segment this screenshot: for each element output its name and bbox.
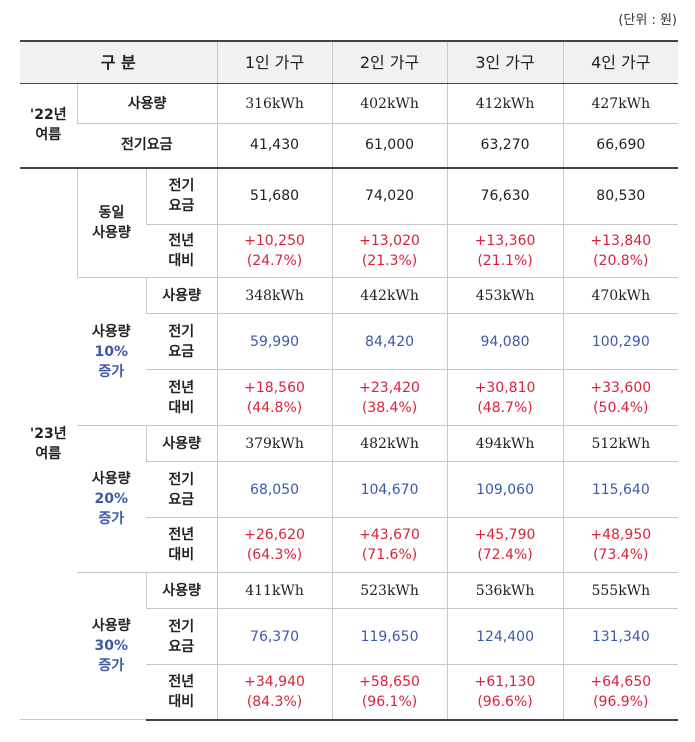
diff-cell: +43,670 (71.6%) [331, 517, 448, 573]
diff-cell: +13,840 (20.8%) [562, 224, 679, 278]
table-cell: 100,290 [562, 313, 679, 370]
table-row: '22년 여름 사용량 316kWh 402kWh 412kWh 427kWh [20, 83, 679, 168]
inc20-label: 사용량 20% 증가 [77, 425, 146, 573]
table-row: 전년 대비 +10,250 (24.7%) +13,020 (21.3%) +13,3… [20, 224, 679, 278]
diff-cell: +58,650 (96.1%) [331, 664, 448, 721]
usage-label: 사용량 [145, 572, 218, 609]
table-row: 사용량 30% 증가 사용량 411kWh 523kWh 536kWh 555k… [20, 572, 679, 720]
table-row: 전년 대비 +34,940 (84.3%) +58,650 (96.1%) +61,1… [20, 664, 679, 721]
diff-cell: +13,020 (21.3%) [331, 224, 448, 278]
unit-note: (단위 : 원) [618, 13, 677, 28]
category-header: 구 분 [20, 40, 218, 84]
table-cell: 68,050 [216, 461, 333, 518]
diff-cell: +33,600 (50.4%) [562, 369, 679, 426]
table-cell: 131,340 [562, 608, 679, 665]
col-header-1: 1인 가구 [216, 40, 333, 84]
table-cell: 104,670 [331, 461, 448, 518]
col-header-2: 2인 가구 [331, 40, 448, 84]
table-cell: 523kWh [331, 572, 448, 609]
table-cell: 109,060 [446, 461, 564, 518]
table-cell: 482kWh [331, 425, 448, 462]
diff-label: 전년 대비 [146, 369, 218, 426]
diff-cell: +23,420 (38.4%) [331, 369, 448, 426]
diff-cell: +61,130 (96.6%) [446, 664, 564, 721]
table-cell: 402kWh [331, 83, 448, 124]
table-cell: 66,690 [562, 123, 679, 168]
table-cell: 115,640 [562, 461, 679, 518]
table-row: 사용량 20% 증가 사용량 379kWh 482kWh 494kWh 512k… [20, 425, 679, 573]
diff-cell: +64,650 (96.9%) [562, 664, 679, 721]
table-cell: 348kWh [216, 277, 333, 314]
table-cell: 63,270 [446, 123, 564, 168]
header-row: 구 분 1인 가구 2인 가구 3인 가구 4인 가구 [20, 40, 679, 84]
table-cell: 76,630 [446, 166, 564, 225]
table-cell: 411kWh [216, 572, 333, 609]
table-cell: 555kWh [562, 572, 679, 609]
col-header-3: 3인 가구 [446, 40, 564, 84]
table-cell: 59,990 [216, 313, 333, 370]
table-cell: 76,370 [216, 608, 333, 665]
bill-label: 전기요금 [77, 123, 218, 168]
diff-cell: +26,620 (64.3%) [216, 517, 333, 573]
table-cell: 512kWh [562, 425, 679, 462]
table-row: 전기 요금 59,990 84,420 94,080 100,290 [20, 313, 679, 370]
diff-cell: +13,360 (21.1%) [446, 224, 564, 278]
summer23-label: '23년 여름 [20, 166, 77, 720]
diff-cell: +10,250 (24.7%) [216, 224, 333, 278]
diff-cell: +48,950 (73.4%) [562, 517, 679, 573]
table-row: '23년 여름 동일 사용량 전기 요금 51,680 74,020 76,630 8… [20, 166, 679, 720]
diff-label: 전년 대비 [146, 517, 218, 573]
table-cell: 412kWh [446, 83, 564, 124]
usage-label: 사용량 [145, 425, 218, 462]
table-cell: 442kWh [331, 277, 448, 314]
table-cell: 94,080 [446, 313, 564, 370]
table-row: 전년 대비 +18,560 (44.8%) +23,420 (38.4%) +30,8… [20, 369, 679, 426]
col-header-4: 4인 가구 [562, 40, 679, 84]
table-row: 전기 요금 76,370 119,650 124,400 131,340 [20, 608, 679, 665]
diff-label: 전년 대비 [146, 664, 218, 721]
table-cell: 74,020 [331, 166, 448, 225]
diff-cell: +30,810 (48.7%) [446, 369, 564, 426]
table-cell: 536kWh [446, 572, 564, 609]
table-cell: 84,420 [331, 313, 448, 370]
table-row: 전기요금 41,430 61,000 63,270 66,690 [20, 123, 679, 168]
table-cell: 470kWh [562, 277, 679, 314]
diff-cell: +18,560 (44.8%) [216, 369, 333, 426]
table-cell: 61,000 [331, 123, 448, 168]
diff-cell: +34,940 (84.3%) [216, 664, 333, 721]
table-row: 전기 요금 68,050 104,670 109,060 115,640 [20, 461, 679, 518]
table-row: 전년 대비 +26,620 (64.3%) +43,670 (71.6%) +45,7… [20, 517, 679, 573]
summer22-label: '22년 여름 [20, 83, 77, 168]
table-cell: 494kWh [446, 425, 564, 462]
usage-label: 사용량 [145, 277, 218, 314]
inc30-label: 사용량 30% 증가 [77, 572, 146, 720]
table-cell: 124,400 [446, 608, 564, 665]
electricity-bill-table: 구 분 1인 가구 2인 가구 3인 가구 4인 가구 '22년 여름 사용량 3… [20, 40, 679, 721]
table-cell: 119,650 [331, 608, 448, 665]
usage-label: 사용량 [76, 83, 218, 124]
table-cell: 453kWh [446, 277, 564, 314]
table-cell: 41,430 [216, 123, 333, 168]
table-cell: 80,530 [562, 166, 679, 225]
table-cell: 316kWh [216, 83, 333, 124]
same-usage-label: 동일 사용량 [76, 166, 146, 278]
inc10-label: 사용량 10% 증가 [77, 277, 146, 426]
table-row: 사용량 10% 증가 사용량 348kWh 442kWh 453kWh 470k… [20, 277, 679, 426]
table-cell: 427kWh [562, 83, 679, 124]
diff-label: 전년 대비 [146, 224, 218, 278]
table-cell: 379kWh [216, 425, 333, 462]
diff-cell: +45,790 (72.4%) [446, 517, 564, 573]
table-cell: 51,680 [216, 166, 333, 225]
